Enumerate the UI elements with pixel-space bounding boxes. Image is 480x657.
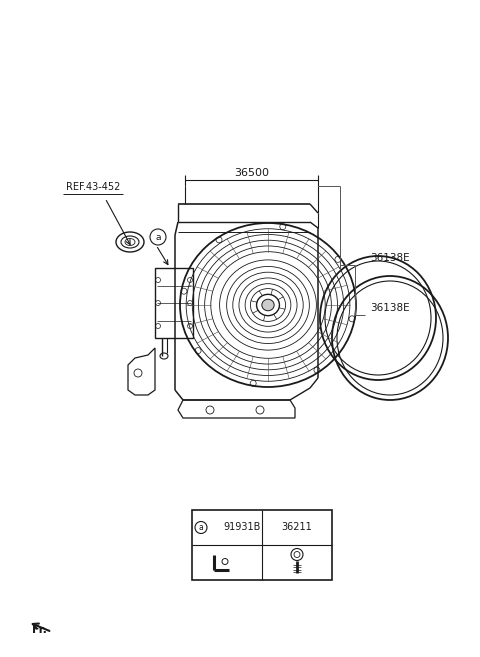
Text: 36500: 36500 [235,168,269,178]
Text: 36138E: 36138E [370,253,409,263]
Text: a: a [199,523,204,532]
Circle shape [222,558,228,564]
Text: REF.43-452: REF.43-452 [66,182,120,192]
Text: Fr.: Fr. [32,625,47,635]
Text: 91931B: 91931B [223,522,261,533]
Bar [192,510,332,580]
Ellipse shape [262,299,274,311]
Text: 36211: 36211 [282,522,312,533]
Text: a: a [155,233,161,242]
Text: 36138E: 36138E [370,303,409,313]
